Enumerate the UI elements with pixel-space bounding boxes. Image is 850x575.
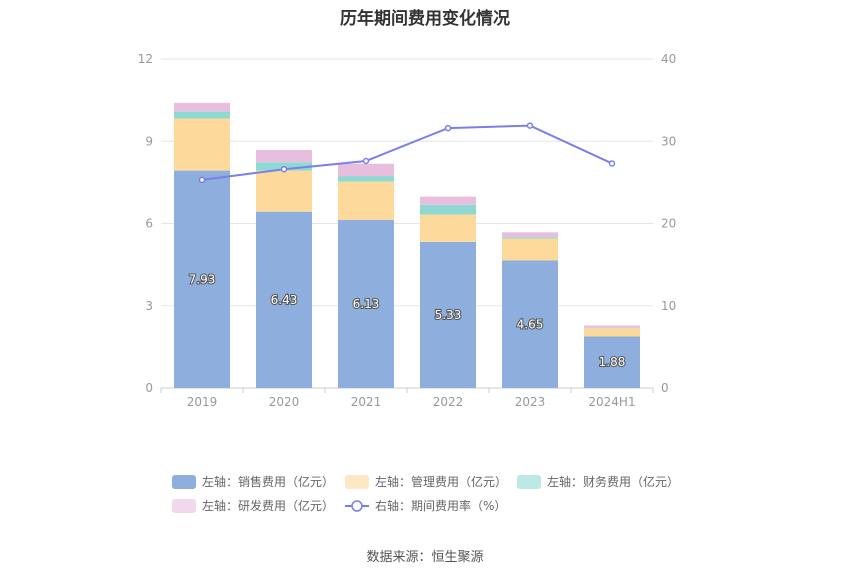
data-label: 6.13 [353, 297, 380, 311]
data-label: 1.88 [599, 355, 626, 369]
left-axis-tick-label: 3 [145, 299, 153, 313]
legend-item-label: 左轴：管理费用（亿元） [375, 474, 507, 489]
right-axis-tick-label: 10 [661, 299, 676, 313]
x-axis-tick-label: 2021 [351, 395, 382, 409]
rate-point [198, 176, 206, 184]
grid-lines [161, 58, 653, 389]
bar-segment-0 [502, 260, 558, 388]
bar-segment-0 [338, 219, 394, 388]
rate-point [444, 124, 452, 132]
data-label: 5.33 [435, 308, 462, 322]
legend-marker [351, 500, 363, 512]
data-label: 7.93 [189, 272, 216, 286]
bar-segment-3 [584, 325, 640, 328]
bar-segment-1 [420, 214, 476, 242]
legend-swatch [345, 475, 369, 489]
legend-item-label: 右轴：期间费用率（%） [375, 498, 506, 513]
bar-segment-2 [584, 327, 640, 329]
data-labels: 7.93 6.43 6.13 5.33 4.65 1.88 [188, 271, 627, 370]
data-label: 4.65 [517, 317, 544, 331]
bar-series [174, 102, 640, 388]
right-axis-tick-label: 20 [661, 217, 676, 231]
bar-segment-1 [338, 181, 394, 220]
legend-item-label: 左轴：财务费用（亿元） [547, 474, 679, 489]
rate-point [526, 122, 534, 129]
bar-segment-1 [584, 328, 640, 337]
rate-point [362, 157, 370, 165]
bar-segment-2 [174, 111, 230, 119]
legend: 左轴：销售费用（亿元） 左轴：管理费用（亿元） 左轴：财务费用（亿元） 左轴：研发费用… [172, 474, 679, 513]
x-axis-tick-label: 2019 [187, 395, 218, 409]
line-series [198, 122, 616, 184]
bar-segment-0 [584, 336, 640, 388]
bar-segment-3 [420, 196, 476, 205]
legend-swatch [517, 475, 541, 489]
bar-segment-3 [174, 102, 230, 112]
legend-item-label: 左轴：销售费用（亿元） [202, 474, 334, 489]
left-axis-tick-label: 9 [145, 134, 153, 148]
right-axis-tick-label: 0 [661, 381, 669, 395]
bar-segment-3 [256, 150, 312, 163]
legend-item-label: 左轴：研发费用（亿元） [202, 498, 334, 513]
bar-segment-3 [338, 163, 394, 177]
data-label: 6.43 [271, 293, 298, 307]
axes: 0 3 6 9 12 0 10 20 30 40 2019 2020 2021 2022 2023 2024H… [138, 52, 677, 409]
x-axis-tick-label: 2024H1 [588, 395, 635, 409]
rate-point [280, 165, 288, 173]
rate-point [608, 160, 616, 167]
bar-segment-0 [174, 170, 230, 388]
bar-segment-2 [338, 176, 394, 182]
legend-swatch [172, 499, 196, 513]
x-axis-tick-label: 2020 [269, 395, 300, 409]
bar-segment-2 [420, 204, 476, 215]
bar-segment-0 [256, 211, 312, 388]
bar-segment-0 [420, 241, 476, 388]
bar-segment-1 [256, 170, 312, 212]
bar-segment-2 [502, 237, 558, 239]
left-axis-tick-label: 12 [138, 52, 153, 66]
bar-segment-1 [502, 238, 558, 261]
left-axis-tick-label: 0 [145, 381, 153, 395]
chart-title: 历年期间费用变化情况 [340, 9, 510, 29]
right-axis-tick-label: 40 [661, 52, 676, 66]
bar-segment-3 [502, 232, 558, 238]
legend-swatch [172, 475, 196, 489]
left-axis-tick-label: 6 [145, 217, 153, 231]
x-axis-tick-label: 2022 [433, 395, 464, 409]
right-axis-tick-label: 30 [661, 134, 676, 148]
rate-line [201, 124, 613, 181]
x-axis-tick-label: 2023 [515, 395, 546, 409]
bar-segment-1 [174, 118, 230, 171]
source-note: 数据来源：恒生聚源 [366, 550, 484, 565]
